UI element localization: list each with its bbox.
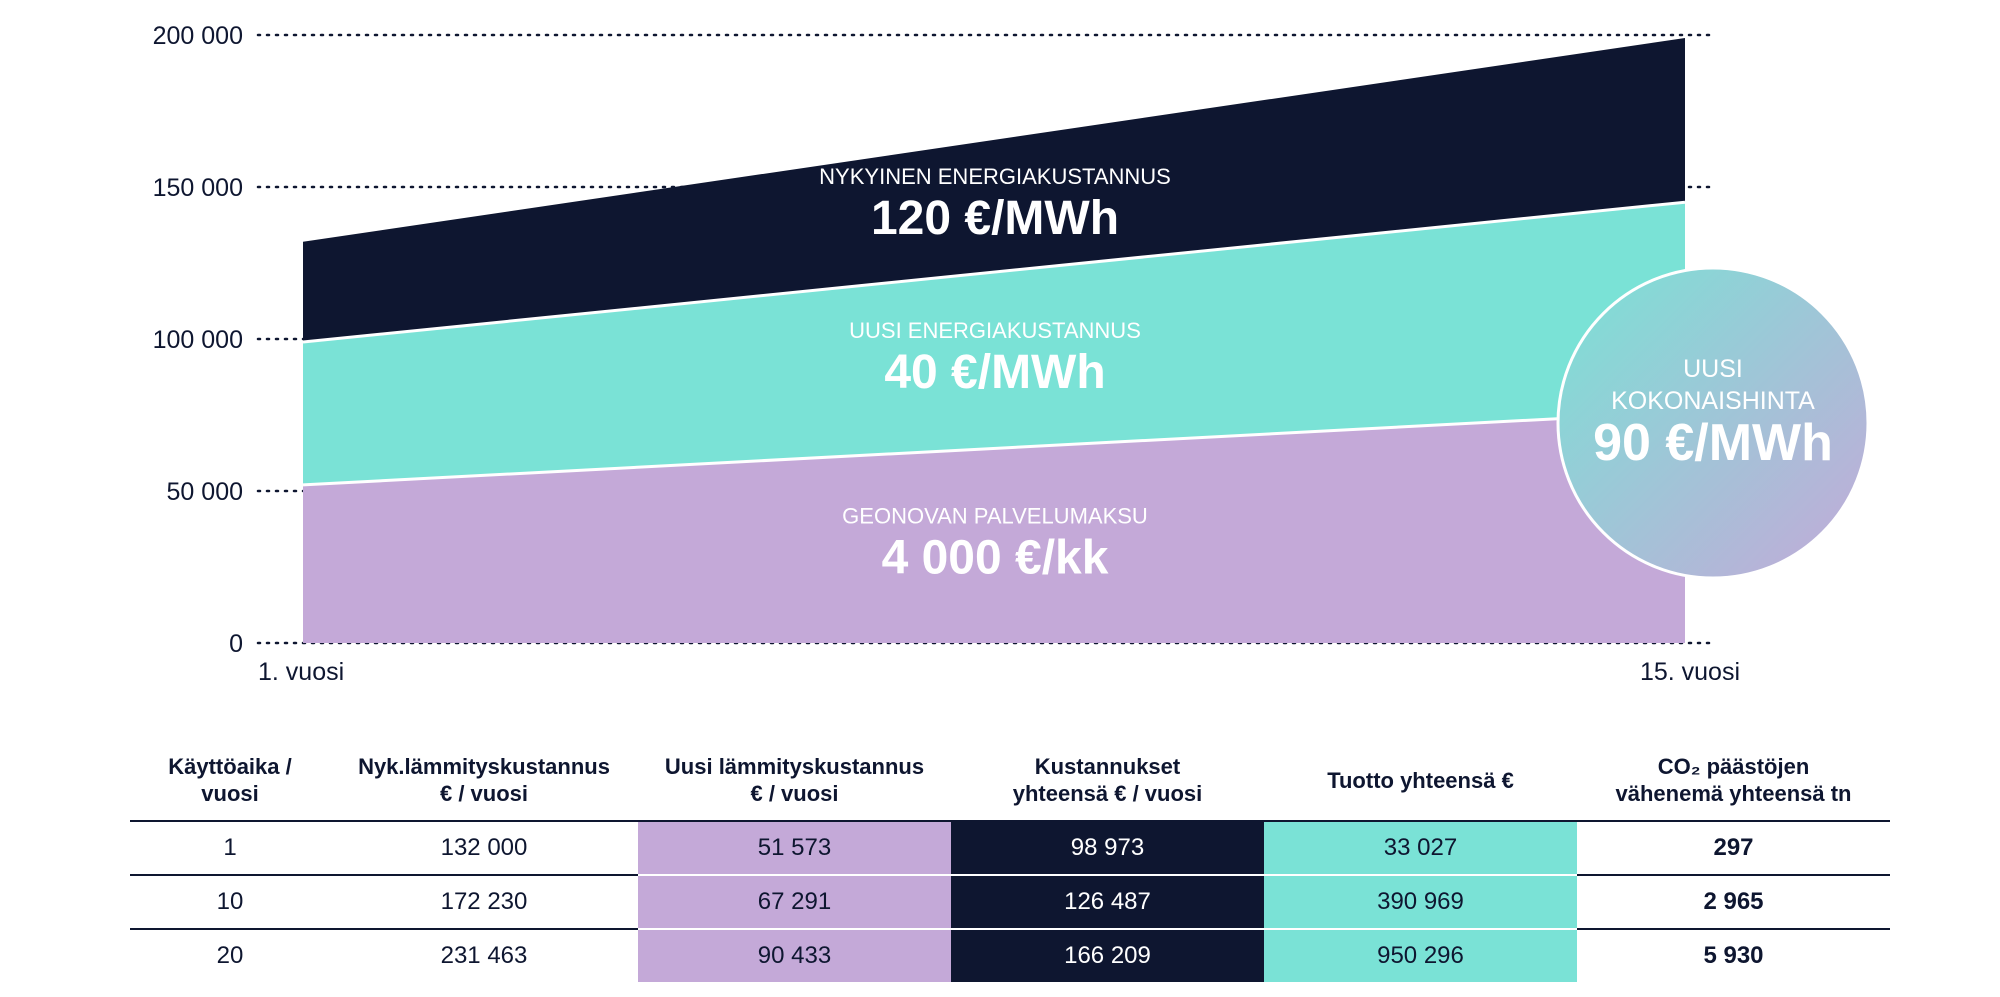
table-cell: 126 487: [951, 875, 1264, 930]
x-tick-label: 1. vuosi: [258, 658, 344, 686]
band-value: 40 €/MWh: [884, 346, 1105, 399]
y-tick-label: 50 000: [167, 478, 243, 506]
table-cell: 166 209: [951, 929, 1264, 982]
column-header: Uusi lämmityskustannus € / vuosi: [638, 740, 951, 822]
table-cell: 5 930: [1703, 942, 1764, 969]
table-cell: 132 000: [330, 821, 638, 876]
table-cell: 51 573: [638, 821, 951, 876]
column-header-line: vähenemä yhteensä tn: [1615, 781, 1852, 806]
table-body: 1 132 000 51 573 98 973 33 027 297 10 172 230 67…: [130, 821, 1890, 982]
table-row: 20 231 463 90 433 166 209 950 296 5 930: [130, 929, 1890, 982]
column-header: Tuotto yhteensä €: [1264, 740, 1577, 822]
column-header-line: € / vuosi: [750, 781, 839, 806]
y-tick-label: 0: [229, 630, 243, 658]
y-tick-label: 150 000: [153, 174, 243, 202]
callout-value: 90 €/MWh: [1593, 414, 1833, 472]
chart-areas: [302, 38, 1686, 643]
y-tick-label: 200 000: [153, 22, 243, 50]
band-separator: [302, 200, 1686, 344]
callout-label-line2: KOKONAISHINTA: [1611, 387, 1815, 415]
column-header: Kustannukset yhteensä € / vuosi: [951, 740, 1264, 822]
x-tick-label: 15. vuosi: [1640, 658, 1740, 686]
table-row: 10 172 230 67 291 126 487 390 969 2 965: [130, 875, 1890, 930]
column-header-line: Nyk.lämmityskustannus: [358, 754, 610, 779]
stacked-area-chart: 0 50 000 100 000 150 000 200 000 GEONOVAN PA…: [153, 22, 1870, 686]
column-header-line: € / vuosi: [439, 781, 529, 806]
column-header: Käyttöaika / vuosi: [130, 740, 330, 822]
table-cell: 20: [216, 942, 244, 969]
table-cell: 1: [130, 821, 330, 876]
table-cell: 2 965: [1577, 875, 1890, 930]
table-cell: 98 973: [951, 821, 1264, 876]
column-header-line: Uusi lämmityskustannus: [664, 754, 925, 779]
table-cell: 10: [130, 875, 330, 930]
band-labels: GEONOVAN PALVELUMAKSU 4 000 €/kk UUSI ENER…: [819, 164, 1171, 585]
band-label: GEONOVAN PALVELUMAKSU: [842, 504, 1148, 529]
table-cell: 950 296: [1264, 929, 1577, 982]
band-label: NYKYINEN ENERGIAKUSTANNUS: [819, 164, 1171, 189]
table-row: 1 132 000 51 573 98 973 33 027 297: [130, 821, 1890, 876]
table-cell: 172 230: [330, 875, 638, 930]
band-value: 120 €/MWh: [871, 192, 1119, 245]
table-cell: 67 291: [638, 875, 951, 930]
column-header-line: CO₂ päästöjen: [1657, 754, 1810, 779]
band-value: 4 000 €/kk: [882, 532, 1109, 585]
table-cell: 33 027: [1264, 821, 1577, 876]
band-label: UUSI ENERGIAKUSTANNUS: [849, 318, 1141, 343]
area-band: [303, 411, 1685, 643]
x-axis-ticks: 1. vuosi 15. vuosi: [258, 658, 1740, 686]
column-header: Nyk.lämmityskustannus € / vuosi: [330, 740, 638, 822]
table-cell: 90 433: [638, 929, 951, 982]
column-header-line: vuosi: [201, 781, 259, 806]
column-header-line: Tuotto yhteensä €: [1327, 767, 1514, 793]
table-header-row: Käyttöaika / vuosi Nyk.lämmityskustannus € …: [130, 740, 1890, 822]
area-band: [303, 202, 1685, 485]
column-header-line: yhteensä € / vuosi: [1012, 781, 1203, 806]
table-cell: 231 463: [440, 942, 528, 969]
table-cell: 297: [1577, 821, 1890, 876]
callout-circle: [1556, 266, 1870, 580]
band-separator: [302, 410, 1686, 487]
column-header-line: Kustannukset: [1034, 754, 1181, 779]
callout-label-line1: UUSI: [1683, 355, 1743, 383]
y-tick-label: 100 000: [153, 326, 243, 354]
table-cell: 390 969: [1264, 875, 1577, 930]
column-header-line: Käyttöaika /: [168, 754, 292, 779]
summary-table: Käyttöaika / vuosi Nyk.lämmityskustannus € …: [130, 740, 1890, 982]
area-band: [303, 38, 1685, 343]
column-header: CO₂ päästöjen vähenemä yhteensä tn: [1577, 740, 1890, 822]
y-axis-ticks: 0 50 000 100 000 150 000 200 000: [153, 22, 243, 658]
